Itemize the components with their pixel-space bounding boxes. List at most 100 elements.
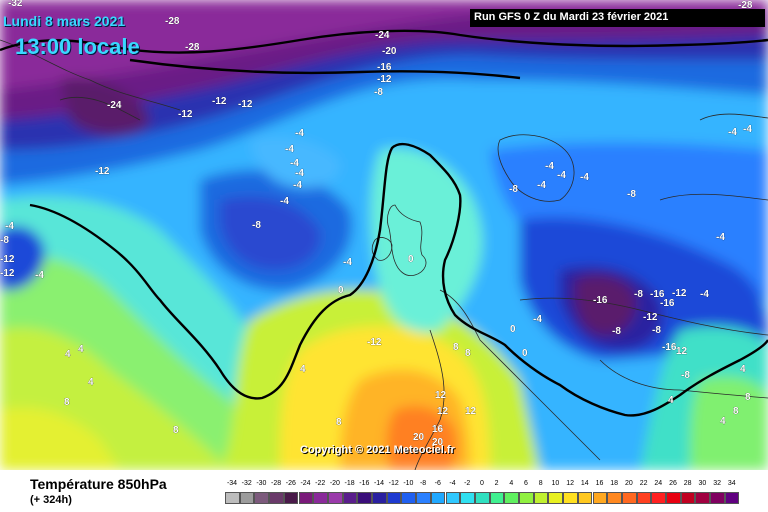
scale-swatch [298,492,314,504]
scale-tick-label: -2 [464,480,471,487]
scale-swatch [577,492,593,504]
scale-swatch [563,492,578,504]
scale-tick-label: -32 [241,480,252,487]
scale-swatch [386,492,402,504]
scale-swatch [416,492,431,504]
scale-tick-label: -30 [256,480,267,487]
map-label: 4 [740,364,746,375]
scale-swatch [621,492,637,504]
map-label: -16 [650,289,665,300]
map-label: -4 [343,257,352,268]
scale-tick-label: -16 [359,480,370,487]
forecast-date: Lundi 8 mars 2021 [3,13,126,29]
map-label: 4 [300,364,306,375]
color-scale: -34 -32 -30 -28 -26 -24 -22 -20 -18 -16 -14 -12 -10-… [225,474,745,510]
scale-swatch [710,492,725,504]
map-label: -12 [643,312,658,323]
map-label: -4 [35,270,44,281]
map-label: -24 [107,100,122,111]
map-label: -12 [212,96,227,107]
scale-swatch [519,492,534,504]
scale-tick-label: 10 [551,480,560,487]
map-label: 4 [668,395,674,406]
map-label: 4 [720,416,726,427]
parameter-title: Température 850hPa [30,476,167,492]
scale-swatch [607,492,622,504]
map-label: 8 [64,397,70,408]
map-label: 16 [432,424,444,435]
map-label: -4 [285,144,294,155]
scale-swatch [372,492,387,504]
scale-tick-label: -28 [271,480,282,487]
map-label: 0 [522,348,528,359]
map-label: -12 [0,268,15,279]
scale-swatch [225,492,240,504]
scale-swatch [504,492,519,504]
map-label: 8 [745,392,751,403]
scale-swatch [651,492,666,504]
map-label: -4 [537,180,546,191]
map-label: -4 [545,161,554,172]
map-label: -4 [5,221,14,232]
scale-tick-label: 6 [524,480,528,487]
scale-swatch [401,492,417,504]
lead-time: (+ 324h) [30,494,72,506]
scale-swatch [695,492,711,504]
map-label: -8 [634,289,643,300]
scale-swatch [445,492,461,504]
map-label: 4 [88,377,94,388]
scale-tick-label: 12 [566,480,574,487]
scale-tick-label: -6 [434,480,441,487]
map-label: -4 [293,180,302,191]
map-label: -16 [662,342,677,353]
map-label: -8 [374,87,383,98]
scale-swatch [460,492,475,504]
scale-swatch [327,492,343,504]
scale-tick-label: -4 [449,480,456,487]
scale-tick-label: 24 [654,480,663,487]
scale-tick-label: -8 [419,480,427,487]
copyright-text: Copyright © 2021 Meteociel.fr [300,444,455,456]
scale-swatch [592,492,608,504]
map-label: 12 [676,346,688,357]
zero-isotherm [0,29,768,417]
map-label: -8 [612,326,621,337]
scale-swatch [548,492,564,504]
scale-swatch [636,492,652,504]
map-label: -12 [0,254,15,265]
map-label: 0 [338,285,344,296]
map-label: -8 [252,220,261,231]
scale-tick-label: 30 [698,480,707,487]
scale-tick-label: 8 [538,480,543,487]
scale-tick-label: -22 [315,480,326,487]
forecast-time: 13:00 locale [15,34,140,59]
map-label: -4 [533,314,542,325]
map-label: 8 [336,417,342,428]
map-label: 0 [408,254,414,265]
scale-tick-label: 18 [610,480,619,487]
map-label: -12 [367,337,382,348]
map-label: -12 [377,74,392,85]
map-label: 8 [733,406,739,417]
map-label: -28 [185,42,200,53]
map-label: -4 [716,232,725,243]
scale-tick-label: 20 [624,480,633,487]
map-label: 20 [413,432,425,443]
scale-tick-label: 26 [669,480,677,487]
scale-tick-label: -26 [285,480,296,487]
map-label: -8 [627,189,636,200]
scale-swatch [269,492,284,504]
scale-tick-label: -18 [344,480,355,487]
scale-swatch [342,492,358,504]
scale-tick-label: 16 [595,480,604,487]
map-label: 0 [510,324,516,335]
scale-swatch [357,492,372,504]
map-label: -4 [580,172,589,183]
map-label: -4 [295,168,304,179]
scale-swatch [724,492,740,504]
map-label: 12 [435,390,447,401]
scale-tick-label: -20 [329,480,340,487]
map-label: -4 [557,170,566,181]
scale-tick-label: -24 [300,480,311,487]
run-info-box [470,9,765,27]
